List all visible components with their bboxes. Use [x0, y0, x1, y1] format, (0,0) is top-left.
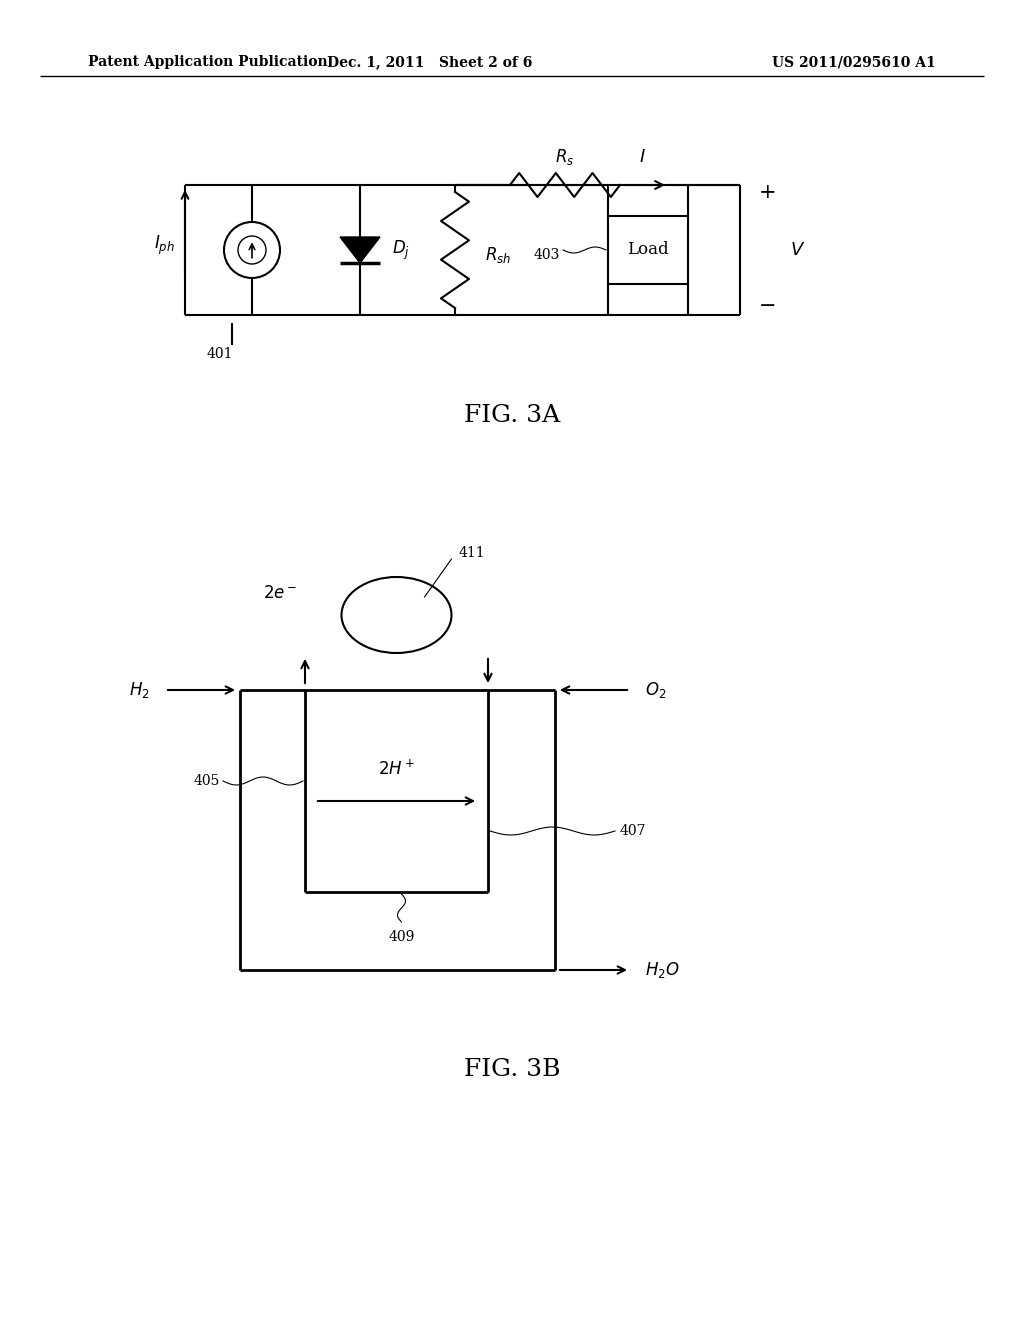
Text: 405: 405 — [194, 774, 220, 788]
Text: −: − — [759, 297, 777, 317]
Polygon shape — [340, 238, 380, 263]
Text: $2e^-$: $2e^-$ — [262, 585, 297, 602]
Text: $V$: $V$ — [791, 242, 806, 259]
Bar — [608, 216, 688, 284]
Text: 407: 407 — [620, 824, 646, 838]
Text: 411: 411 — [459, 546, 485, 560]
Text: $R_{sh}$: $R_{sh}$ — [485, 246, 511, 265]
Text: 401: 401 — [207, 347, 233, 360]
Text: FIG. 3B: FIG. 3B — [464, 1059, 560, 1081]
Text: $R_s$: $R_s$ — [555, 147, 574, 168]
Text: Dec. 1, 2011   Sheet 2 of 6: Dec. 1, 2011 Sheet 2 of 6 — [328, 55, 532, 69]
Text: $I$: $I$ — [639, 148, 645, 166]
Text: +: + — [759, 183, 777, 202]
Text: $H_2$: $H_2$ — [129, 680, 150, 700]
Text: $D_j$: $D_j$ — [392, 239, 410, 261]
Text: $I_{ph}$: $I_{ph}$ — [155, 234, 175, 256]
Text: $O_2$: $O_2$ — [645, 680, 667, 700]
Text: 403: 403 — [534, 248, 560, 261]
Text: $H_2O$: $H_2O$ — [645, 960, 680, 979]
Text: $2H^+$: $2H^+$ — [378, 759, 415, 779]
Text: Patent Application Publication: Patent Application Publication — [88, 55, 328, 69]
Text: 409: 409 — [388, 931, 415, 944]
Text: FIG. 3A: FIG. 3A — [464, 404, 560, 426]
Text: US 2011/0295610 A1: US 2011/0295610 A1 — [772, 55, 936, 69]
Text: Load: Load — [627, 242, 669, 259]
